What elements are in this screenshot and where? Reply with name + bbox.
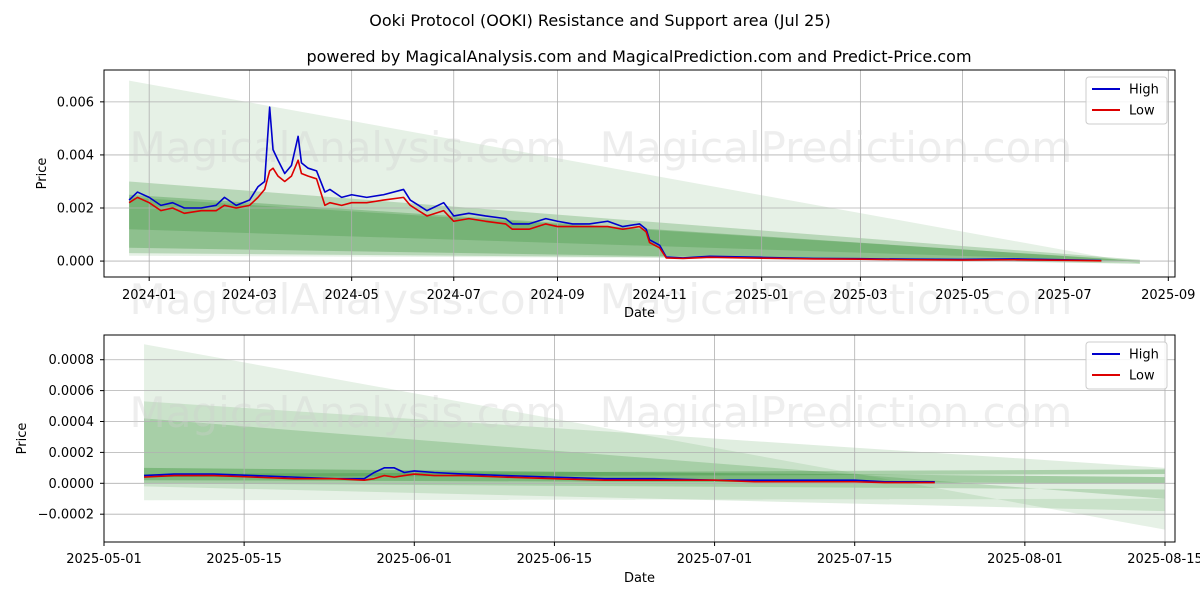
x-tick-label: 2025-07 — [1037, 288, 1091, 303]
x-tick-label: 2025-05-15 — [206, 552, 282, 567]
chart-title: Ooki Protocol (OOKI) Resistance and Supp… — [369, 11, 831, 30]
legend-label-low: Low — [1129, 104, 1155, 119]
watermark-text: MagicalPrediction.com — [600, 275, 1073, 324]
x-tick-label: 2024-07 — [427, 288, 481, 303]
x-tick-label: 2025-08-01 — [987, 552, 1063, 567]
legend-label-high: High — [1129, 83, 1159, 98]
support-resistance-band — [129, 80, 1140, 264]
x-tick-label: 2025-01 — [734, 288, 788, 303]
watermark-text: MagicalPrediction.com — [600, 388, 1073, 437]
support-resistance-band — [129, 181, 1140, 262]
support-resistance-band — [129, 197, 1140, 262]
x-tick-label: 2024-11 — [632, 288, 686, 303]
legend-label-low: Low — [1129, 369, 1155, 384]
x-tick-label: 2025-06-15 — [517, 552, 593, 567]
y-tick-label: 0.002 — [57, 202, 94, 217]
x-axis-label: Date — [624, 571, 655, 586]
y-axis-label: Price — [35, 158, 50, 190]
x-tick-label: 2024-05 — [325, 288, 379, 303]
x-tick-label: 2025-07-15 — [817, 552, 893, 567]
x-tick-label: 2025-08-15 — [1127, 552, 1200, 567]
band-group — [129, 80, 1140, 264]
y-tick-label: 0.0006 — [49, 384, 95, 399]
watermark-text: MagicalAnalysis.com — [130, 275, 567, 324]
x-tick-label: 2025-06-01 — [377, 552, 453, 567]
watermark-text: MagicalPrediction.com — [600, 123, 1073, 172]
support-resistance-band — [144, 469, 1165, 478]
support-resistance-band — [129, 194, 1140, 264]
series-line-low — [128, 159, 1102, 262]
x-tick-label: 2025-05-01 — [66, 552, 142, 567]
series-line-high — [143, 467, 935, 483]
x-tick-label: 2024-01 — [122, 288, 176, 303]
x-tick-label: 2025-05 — [935, 288, 989, 303]
series-line-low — [143, 473, 935, 484]
plot-frame — [103, 69, 1176, 278]
y-tick-label: −0.0002 — [38, 508, 94, 523]
y-tick-label: 0.0002 — [49, 446, 95, 461]
x-tick-label: 2025-09 — [1141, 288, 1195, 303]
y-axis-label: Price — [15, 423, 30, 455]
chart-subtitle: powered by MagicalAnalysis.com and Magic… — [306, 47, 971, 66]
panel-top: MagicalAnalysis.com MagicalPrediction.com… — [35, 69, 1195, 324]
series-group — [128, 106, 1102, 262]
y-tick-label: 0.0004 — [49, 415, 95, 430]
grid-group — [104, 70, 1175, 277]
y-tick-label: 0.004 — [57, 148, 94, 163]
chart-panels: MagicalAnalysis.com MagicalPrediction.com… — [15, 69, 1200, 586]
support-resistance-band — [144, 467, 1165, 484]
x-tick-label: 2025-03 — [833, 288, 887, 303]
plot-frame — [103, 334, 1176, 543]
x-axis-label: Date — [624, 306, 655, 321]
watermark-text: MagicalAnalysis.com — [130, 123, 567, 172]
x-tick-label: 2024-03 — [222, 288, 276, 303]
x-tick-label: 2025-07-01 — [677, 552, 753, 567]
series-group — [143, 467, 935, 484]
support-resistance-band — [144, 418, 1165, 499]
legend: High Low — [1085, 341, 1168, 390]
y-tick-label: 0.000 — [57, 255, 94, 270]
grid-group — [103, 335, 1175, 542]
y-tick-label: 0.0008 — [49, 353, 95, 368]
legend: High Low — [1085, 76, 1168, 125]
legend-label-high: High — [1129, 348, 1159, 363]
panel-bottom: MagicalAnalysis.com MagicalPrediction.com… — [15, 334, 1200, 586]
watermark-text: MagicalAnalysis.com — [130, 388, 567, 437]
y-tick-label: 0.0000 — [49, 477, 95, 492]
x-tick-label: 2024-09 — [530, 288, 584, 303]
y-tick-label: 0.006 — [57, 95, 94, 110]
